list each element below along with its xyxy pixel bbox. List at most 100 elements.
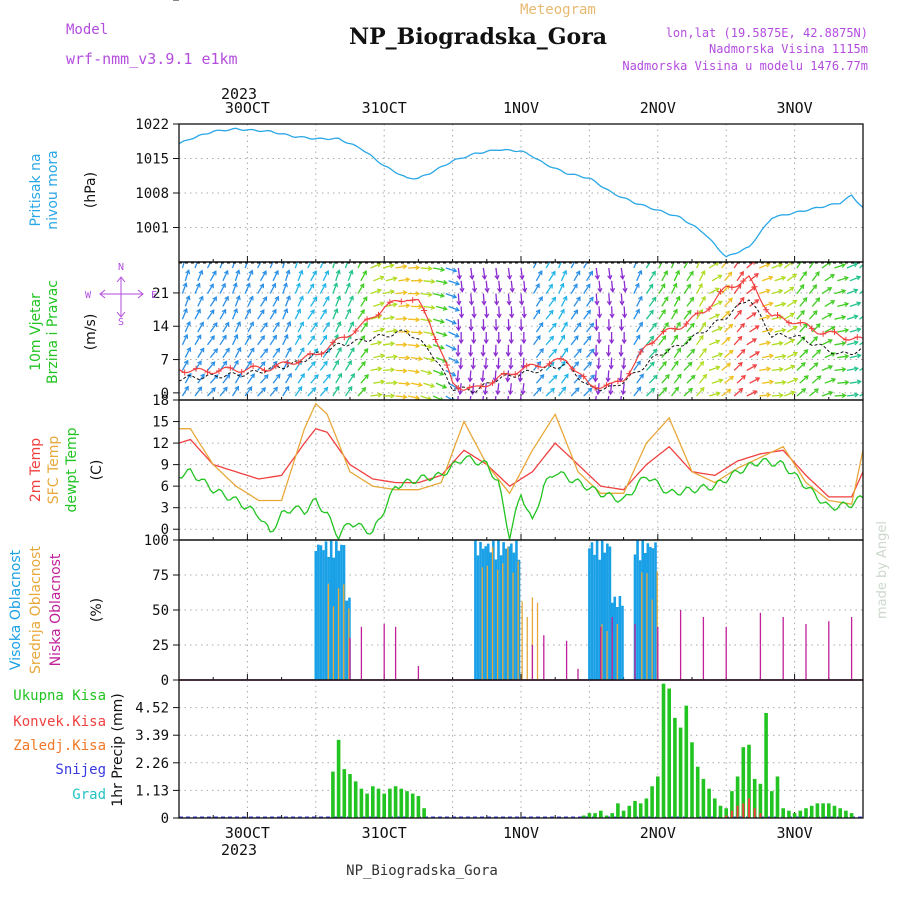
wind-arrow-head — [637, 295, 643, 301]
wind-arrow-head — [263, 374, 269, 380]
wind-arrow-head — [726, 388, 732, 394]
wind-arrow-head — [322, 334, 328, 340]
wind-arrow — [636, 373, 644, 384]
wind-arrow — [648, 271, 656, 282]
wind-arrow-head — [427, 291, 433, 298]
precip-total-bar — [342, 769, 347, 818]
wind-arrow-head — [521, 313, 527, 319]
wind-arrow-head — [702, 347, 707, 353]
wind-arrow — [307, 262, 312, 269]
wind-arrow — [310, 322, 318, 333]
wind-arrow-head — [427, 370, 433, 375]
wind-arrow-head — [573, 309, 579, 315]
compass-arrows-icon — [99, 276, 144, 318]
wind-arrow — [445, 369, 456, 377]
temp-ylabel-line3: dewpt Temp — [64, 427, 80, 512]
wind-arrow-head — [287, 372, 292, 378]
wind-arrow-head — [800, 310, 805, 315]
wind-arrow — [506, 370, 510, 382]
wind-arrow-head — [249, 347, 255, 353]
wind-arrow-head — [452, 267, 458, 273]
bottom-day-label: 1NOV — [503, 824, 539, 842]
wind-arrow-head — [651, 296, 657, 302]
wind-arrow-head — [728, 297, 733, 303]
wind-arrow-head — [813, 388, 819, 394]
wind-arrow — [607, 370, 610, 382]
wind-arrow — [597, 357, 600, 369]
wind-arrow — [658, 283, 666, 294]
wind-arrow-head — [781, 353, 787, 359]
wind-arrow — [583, 309, 591, 320]
wind-arrow — [636, 296, 643, 307]
precip-total-bar — [593, 813, 597, 818]
wind-arrow-head — [715, 339, 721, 345]
wind-arrow — [661, 322, 669, 333]
wind-speed-marker — [466, 384, 473, 391]
wind-arrow-head — [210, 335, 215, 341]
wind-arrow — [586, 322, 594, 333]
wind-arrow — [808, 310, 818, 320]
wind-arrow-head — [348, 269, 354, 275]
wind-arrow-head — [505, 352, 511, 357]
wind-arrow-head — [740, 348, 746, 354]
precip-panel: 4.52 3.39 2.26 1.13 0 — [135, 679, 864, 827]
wind-arrow — [231, 308, 238, 320]
wind-speed-marker — [728, 284, 735, 291]
wind-speed-marker — [717, 288, 724, 295]
wind-arrow — [759, 289, 770, 295]
wind-arrow-head — [802, 297, 808, 302]
wind-arrow-head — [853, 288, 859, 294]
precip-unit: 1hr Precip (mm) — [110, 693, 126, 806]
wind-speed-marker — [797, 319, 804, 326]
wind-arrow — [457, 267, 461, 279]
wind-arrow — [698, 270, 706, 282]
wind-arrow — [808, 362, 819, 371]
wind-arrow-head — [346, 308, 352, 314]
cloud-ylabel-line2: Srednja Oblacnost — [28, 546, 44, 674]
wind-arrow — [759, 394, 771, 397]
wind-arrow-head — [518, 352, 524, 357]
wind-arrow — [398, 278, 410, 282]
wind-arrow — [432, 369, 444, 376]
wind-arrow-head — [816, 349, 822, 355]
wind-arrow-head — [235, 295, 241, 301]
wind-arrow-head — [562, 295, 568, 301]
wind-arrow-head — [284, 385, 290, 391]
precip-total-bar — [673, 717, 677, 818]
wind-arrow — [222, 270, 229, 282]
wind-arrow-head — [481, 274, 487, 281]
wind-arrow — [247, 322, 254, 333]
wind-arrow-head — [297, 386, 303, 392]
wind-arrow — [746, 390, 757, 397]
wind-arrow-head — [259, 283, 265, 289]
wind-arrow — [570, 387, 580, 397]
wind-arrow-head — [334, 359, 339, 365]
wind-arrow-head — [856, 327, 862, 333]
wind-arrow — [222, 322, 230, 333]
wind-arrow-head — [595, 390, 601, 396]
wind-arrow — [382, 316, 395, 320]
wind-arrow — [445, 395, 454, 400]
wind-arrow-head — [223, 269, 229, 275]
wind-arrow — [670, 309, 678, 320]
wind-arrow — [234, 321, 241, 333]
wind-arrow-head — [326, 373, 331, 379]
wind-arrow — [573, 374, 582, 384]
precip-total-bar — [353, 781, 358, 818]
wind-arrow-head — [593, 352, 599, 357]
wind-arrow — [373, 302, 385, 308]
wind-arrow — [708, 313, 720, 320]
wind-arrow-head — [607, 274, 613, 281]
ytick-label: 0 — [161, 522, 169, 538]
wind-arrow-head — [812, 284, 818, 290]
wind-arrow — [670, 386, 679, 397]
wind-arrow — [459, 383, 462, 395]
wind-arrow-head — [813, 362, 819, 368]
wind-arrow — [784, 365, 795, 371]
wind-arrow — [721, 336, 731, 346]
wind-arrow-head — [608, 364, 614, 370]
wind-arrow-head — [199, 321, 204, 327]
wind-arrow — [586, 348, 595, 359]
wind-arrow-head — [234, 385, 240, 391]
wind-arrow-head — [418, 330, 424, 336]
